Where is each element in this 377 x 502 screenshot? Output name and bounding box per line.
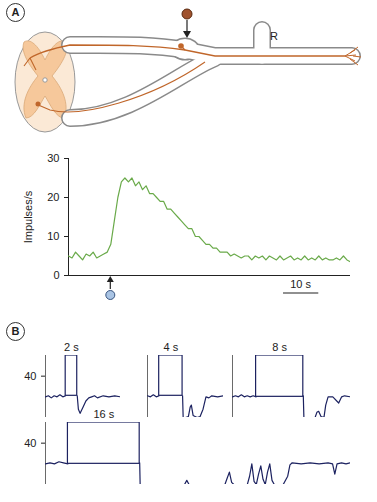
svg-text:4 s: 4 s (164, 341, 179, 353)
svg-text:Impulses/s: Impulses/s (22, 190, 34, 243)
html-text:A: A (11, 6, 20, 18)
svg-text:R: R (270, 30, 278, 42)
svg-text:20: 20 (47, 191, 59, 203)
svg-text:0: 0 (53, 269, 59, 281)
svg-text:40: 40 (24, 370, 36, 382)
html-text:B: B (11, 325, 20, 337)
svg-text:16 s: 16 s (93, 408, 114, 420)
svg-text:10 s: 10 s (290, 278, 311, 290)
svg-text:30: 30 (47, 152, 59, 164)
svg-text:2 s: 2 s (64, 341, 79, 353)
svg-text:40: 40 (24, 437, 36, 449)
svg-text:10: 10 (47, 230, 59, 242)
svg-text:8 s: 8 s (272, 341, 287, 353)
